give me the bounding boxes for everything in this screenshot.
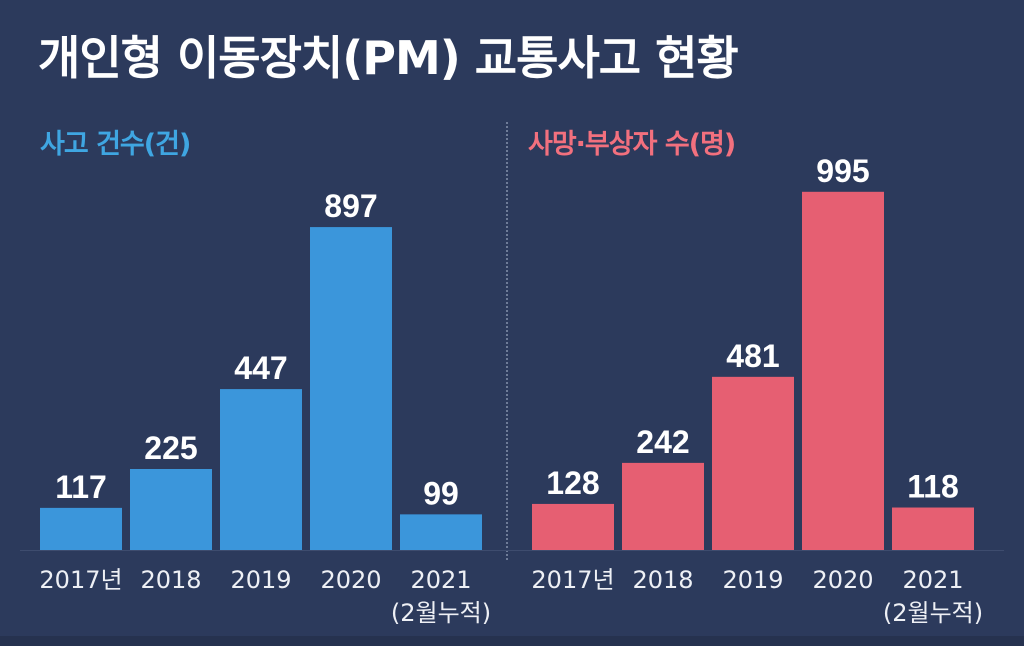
accidents-tick-label-3: 2020 [320,566,381,594]
accidents-bar-3 [310,227,392,550]
accidents-bar-2 [220,389,302,550]
accidents-value-label-2: 447 [234,350,287,386]
casualties-tick-label-4: 2021 [902,566,963,594]
chart-baseline [20,550,1004,551]
accidents-bar-4 [400,514,482,550]
casualties-bar-4 [892,507,974,550]
accidents-value-label-1: 225 [144,430,197,466]
casualties-tick-label-1: 2018 [632,566,693,594]
accidents-tick-label-4-note: (2월누적) [391,599,491,627]
bottom-strip [0,636,1024,646]
casualties-bar-2 [712,376,794,550]
accidents-bar-0 [40,507,122,550]
casualties-value-label-4: 118 [907,469,959,505]
casualties-value-label-2: 481 [726,338,779,374]
casualties-tick-label-2: 2019 [722,566,783,594]
casualties-bar-1 [622,462,704,550]
accidents-panel-label: 사고 건수(건) [40,129,191,160]
accidents-value-label-4: 99 [423,475,459,511]
casualties-value-label-1: 242 [636,424,689,460]
casualties-panel-label: 사망·부상자 수(명) [528,129,736,160]
accidents-tick-label-0: 2017년 [39,566,122,594]
chart-title: 개인형 이동장치(PM) 교통사고 현황 [38,31,739,85]
casualties-bar-0 [532,503,614,550]
casualties-value-label-3: 995 [816,153,869,189]
panel-divider [506,122,508,560]
casualties-bar-3 [802,191,884,551]
casualties-tick-label-0: 2017년 [531,566,614,594]
accidents-tick-label-1: 2018 [140,566,201,594]
casualties-tick-label-4-note: (2월누적) [883,599,983,627]
accidents-tick-label-4: 2021 [410,566,471,594]
accidents-tick-label-2: 2019 [230,566,291,594]
accidents-bar-1 [130,469,212,550]
accidents-value-label-0: 117 [55,469,107,505]
accidents-value-label-3: 897 [324,188,377,224]
casualties-value-label-0: 128 [546,465,599,501]
casualties-tick-label-3: 2020 [812,566,873,594]
